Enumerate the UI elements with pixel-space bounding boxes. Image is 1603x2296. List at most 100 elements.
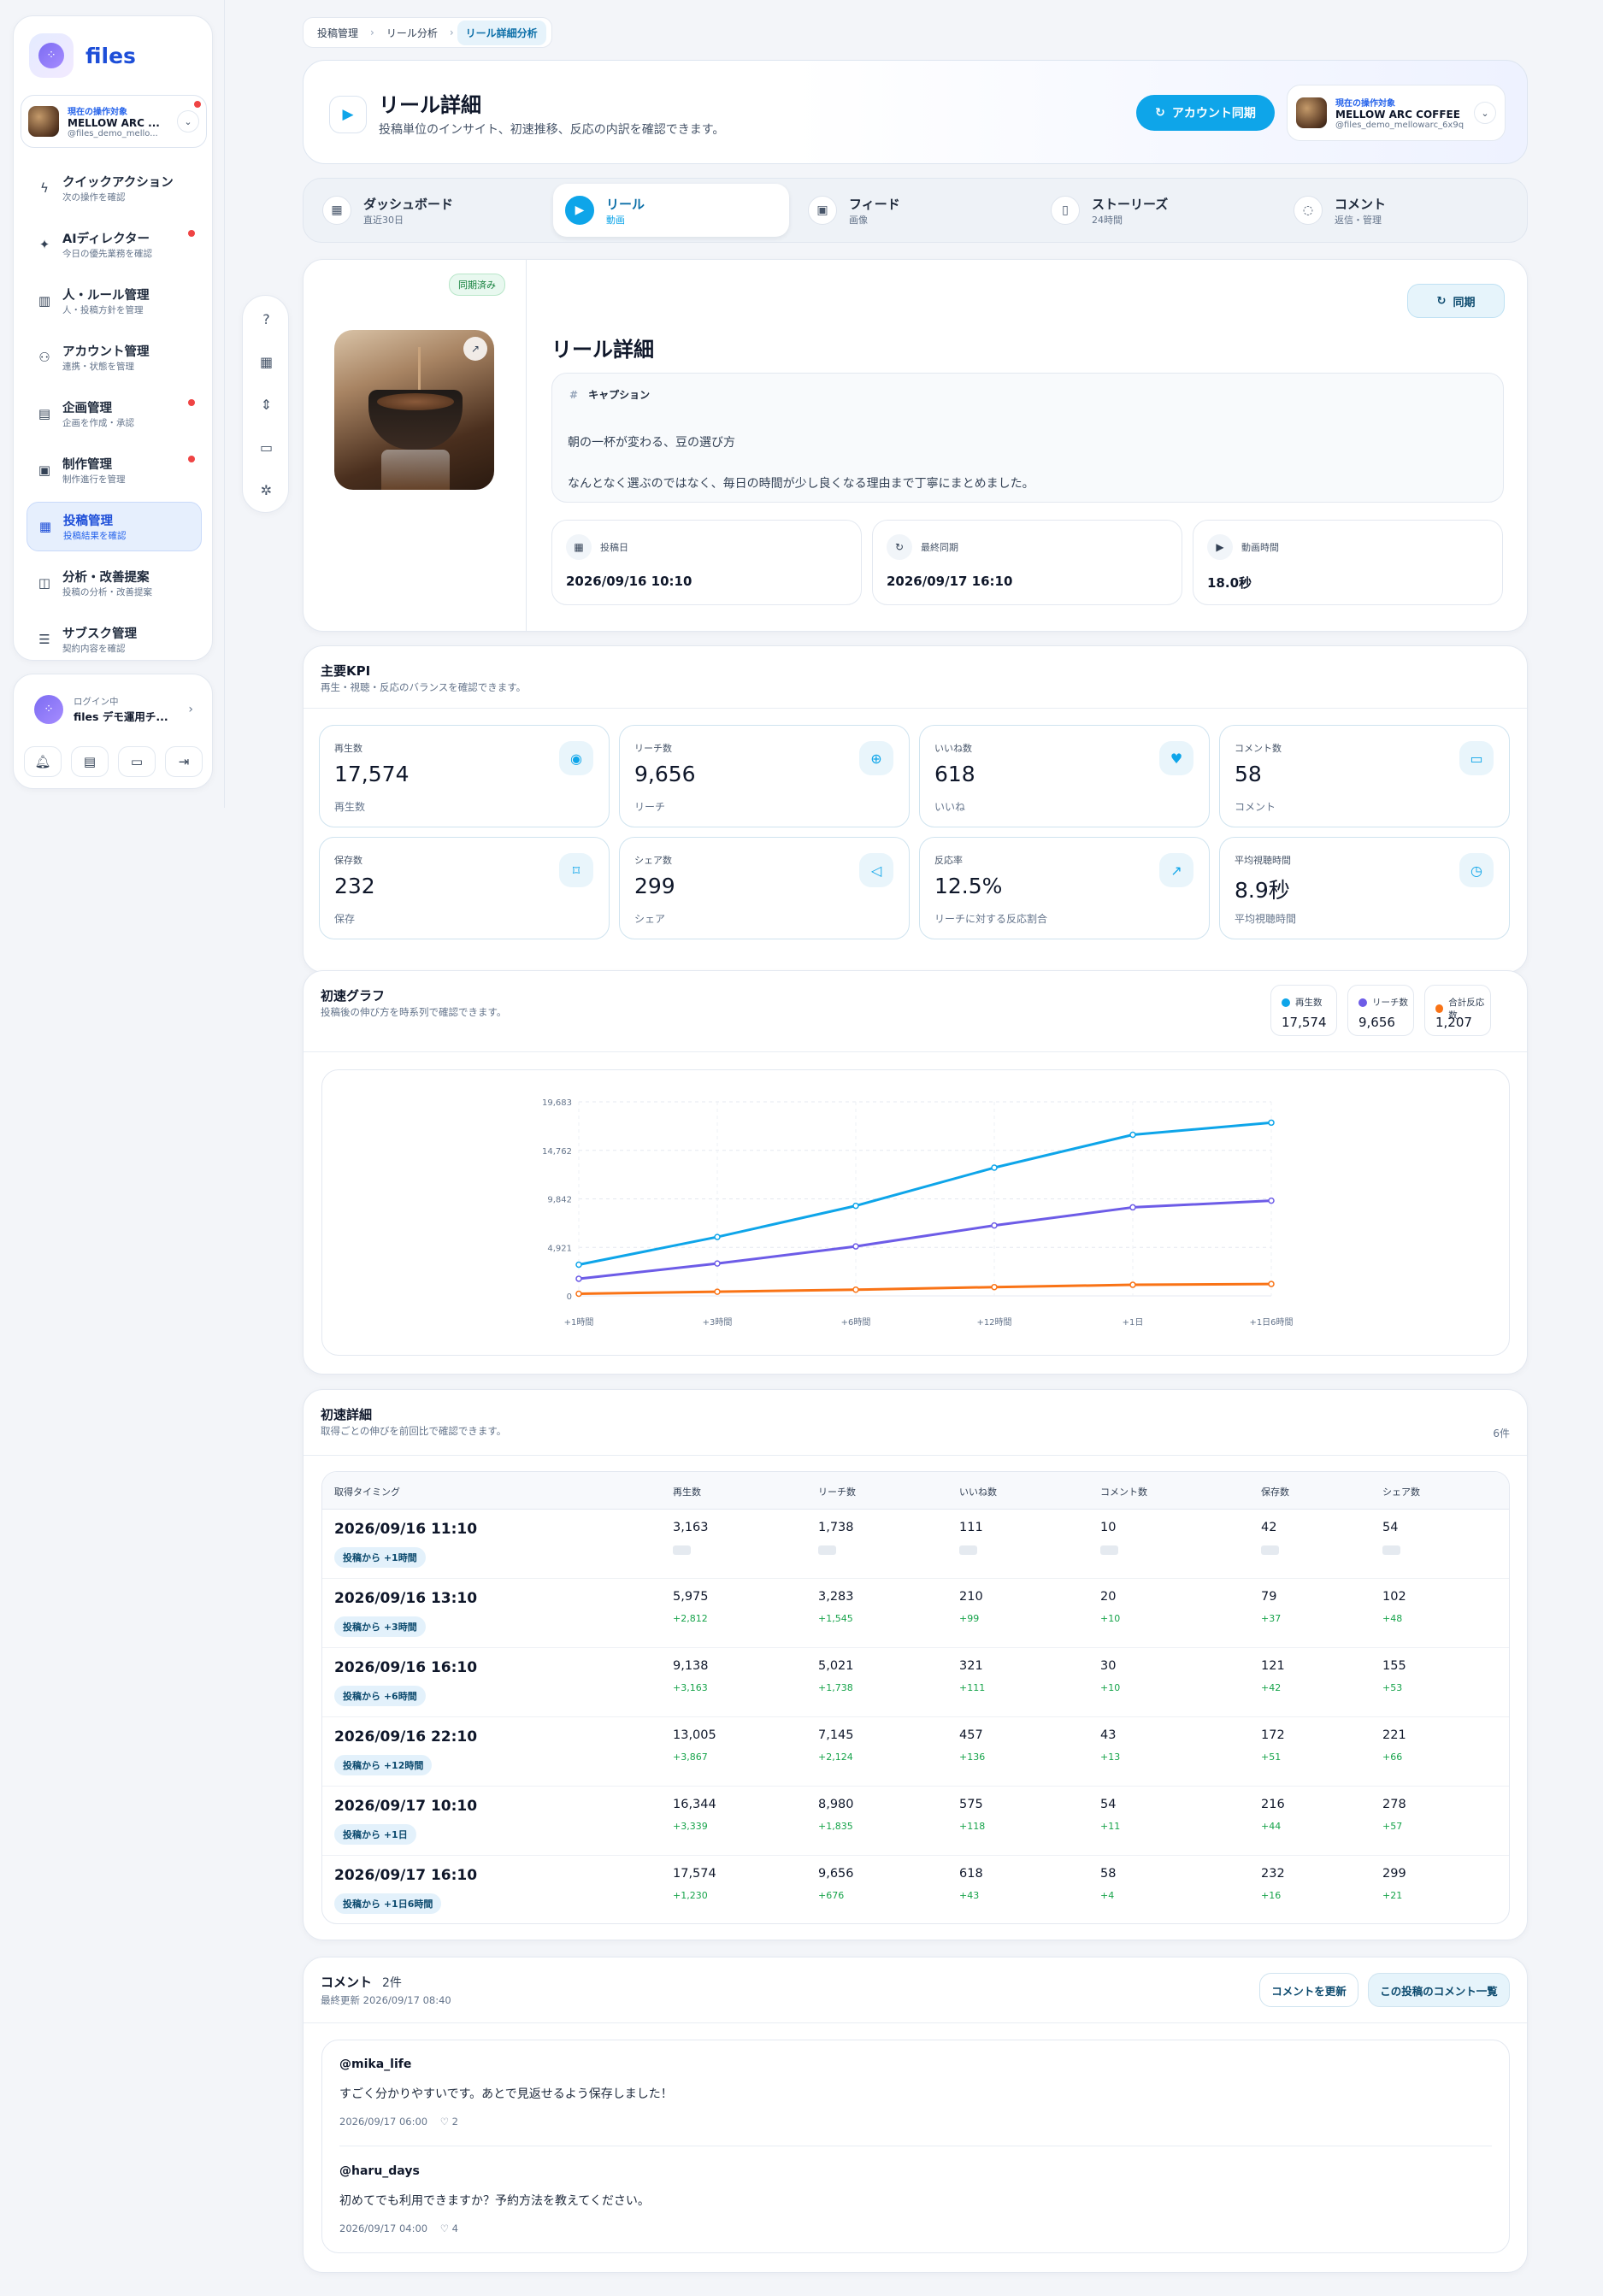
tab[interactable]: ◌ コメント 返信・管理: [1282, 184, 1518, 237]
sidebar-item-label: 制作管理: [62, 458, 112, 472]
comments-count: 2件: [382, 1976, 402, 1990]
column-header: 取得タイミング: [334, 1487, 400, 1498]
cell-value: 42: [1261, 1521, 1277, 1534]
column-header: いいね数: [959, 1487, 997, 1498]
tab[interactable]: ▦ ダッシュボード 直近30日: [310, 184, 546, 237]
sidebar-item[interactable]: ▥ 人・ルール管理 人・投稿方針を管理: [27, 276, 202, 326]
comment-list-button[interactable]: この投稿のコメント一覧: [1368, 1973, 1510, 2007]
external-link-icon[interactable]: ↗: [463, 337, 487, 361]
cell-delta: +51: [1261, 1751, 1282, 1763]
settings-icon[interactable]: ✲: [260, 482, 273, 498]
sidebar-item-sub: 投稿の分析・改善提案: [62, 587, 152, 598]
kpi-tile: いいね数 618 いいね ♥: [919, 725, 1210, 827]
data-point: [1129, 1204, 1136, 1211]
tab-label: フィード: [849, 196, 900, 212]
tab-sub: 画像: [849, 214, 868, 226]
refresh-icon: ↻: [1155, 106, 1165, 120]
sparkle-icon: ✦: [38, 237, 50, 252]
kpi-subtitle: 再生・視聴・反応のバランスを確認できます。: [321, 681, 527, 693]
legend-item: 合計反応数 1,207: [1424, 985, 1491, 1036]
cell-delta-placeholder: [1100, 1545, 1118, 1555]
data-point: [1268, 1280, 1275, 1287]
cell-value: 5,975: [673, 1590, 709, 1604]
row-date: 2026/09/16 11:10: [334, 1521, 478, 1538]
breadcrumb-item[interactable]: 投稿管理: [317, 26, 359, 39]
tab[interactable]: ▶ リール 動画: [553, 184, 789, 237]
sidebar-item[interactable]: ☰ サブスク管理 契約内容を確認: [27, 615, 202, 664]
bell-icon[interactable]: 🔔︎: [24, 746, 62, 777]
sidebar: ⁘ files 現在の操作対象 MELLOW ARC ... @files_de…: [13, 15, 213, 661]
refresh-comments-button[interactable]: コメントを更新: [1259, 1973, 1358, 2007]
kpi-value: 9,656: [634, 762, 696, 786]
cell-delta: +44: [1261, 1821, 1282, 1832]
tab-label: コメント: [1335, 196, 1387, 212]
sidebar-item[interactable]: ◫ 分析・改善提案 投稿の分析・改善提案: [27, 558, 202, 608]
column-header: リーチ数: [818, 1487, 856, 1498]
reel-thumbnail[interactable]: ↗: [334, 330, 494, 490]
chat-icon[interactable]: ▭: [118, 746, 156, 777]
y-tick-label: 4,921: [547, 1244, 572, 1253]
cell-delta: +3,867: [673, 1751, 708, 1763]
account-sync-label: アカウント同期: [1171, 107, 1256, 121]
row-date: 2026/09/17 16:10: [334, 1867, 478, 1884]
data-point: [991, 1222, 998, 1229]
kpi-label: コメント数: [1235, 743, 1282, 754]
y-tick-label: 9,842: [547, 1196, 572, 1205]
kpi-value: 232: [334, 874, 375, 898]
chevron-down-icon[interactable]: ⌄: [177, 110, 199, 132]
data-point: [852, 1202, 859, 1210]
sidebar-item[interactable]: ▤ 企画管理 企画を作成・承認: [27, 389, 202, 439]
caption-line: 朝の一杯が変わる、豆の選び方: [568, 436, 735, 450]
message-icon[interactable]: ▭: [259, 439, 274, 456]
account-label: 現在の操作対象: [1335, 99, 1395, 109]
logo-dots-icon: ⁘: [38, 43, 64, 68]
cell-value: 79: [1261, 1590, 1277, 1604]
data-point: [1129, 1281, 1136, 1288]
cell-value: 16,344: [673, 1798, 716, 1811]
data-point: [575, 1275, 582, 1282]
sidebar-item[interactable]: ✦ AIディレクター 今日の優先業務を確認: [27, 220, 202, 269]
tab[interactable]: ▣ フィード 画像: [796, 184, 1032, 237]
sidebar-item[interactable]: ▣ 制作管理 制作進行を管理: [27, 445, 202, 495]
cell-value: 43: [1100, 1728, 1117, 1742]
cell-value: 121: [1261, 1659, 1285, 1673]
kpi-sub: リーチに対する反応割合: [934, 913, 1048, 925]
account-sync-button[interactable]: ↻ アカウント同期: [1136, 95, 1275, 131]
notification-dot: [188, 399, 195, 406]
sidebar-item[interactable]: ▦ 投稿管理 投稿結果を確認: [27, 502, 202, 551]
cell-value: 8,980: [818, 1798, 854, 1811]
data-point: [1268, 1119, 1275, 1127]
users-icon: ⚇: [38, 350, 50, 365]
velocity-table: 取得タイミング 再生数 リーチ数 いいね数 コメント数 保存数 シェア数 2026/09/1…: [321, 1471, 1510, 1924]
tab[interactable]: ▯ ストーリーズ 24時間: [1039, 184, 1275, 237]
kpi-tile: リーチ数 9,656 リーチ ⊕: [619, 725, 910, 827]
help-icon[interactable]: ?: [262, 311, 270, 327]
chart-title: 初速グラフ: [321, 988, 386, 1004]
calendar-icon[interactable]: ▦: [259, 354, 274, 370]
chat-icon: ▭: [1459, 741, 1494, 775]
logo[interactable]: ⁘ files: [29, 33, 136, 78]
comment-user[interactable]: @mika_life: [339, 2058, 412, 2071]
sidebar-item-label: 企画管理: [62, 402, 112, 415]
document-icon[interactable]: ▤: [71, 746, 109, 777]
sidebar-item[interactable]: ⚇ アカウント管理 連携・状態を管理: [27, 333, 202, 382]
logout-icon[interactable]: ⇥: [165, 746, 203, 777]
account-avatar: [1296, 97, 1327, 128]
user-menu[interactable]: ⁘ ログイン中 files デモ運用チ... ›: [22, 685, 205, 734]
sidebar-item[interactable]: ϟ クイックアクション 次の操作を確認: [27, 163, 202, 213]
comment-likes: ♡ 4: [439, 2222, 459, 2234]
chevron-down-icon[interactable]: ⌄: [1474, 102, 1496, 124]
breadcrumb-item[interactable]: リール分析: [386, 26, 438, 39]
account-switcher[interactable]: 現在の操作対象 MELLOW ARC ... @files_demo_mello…: [21, 95, 207, 148]
collapse-icon[interactable]: ⇕: [260, 397, 273, 413]
eye-icon: ◉: [559, 741, 593, 775]
account-selector[interactable]: 現在の操作対象 MELLOW ARC COFFEE @files_demo_me…: [1287, 85, 1506, 141]
comment-user[interactable]: @haru_days: [339, 2164, 420, 2178]
story-icon: ▯: [1051, 196, 1080, 225]
cell-value: 278: [1382, 1798, 1406, 1811]
kpi-value: 12.5%: [934, 874, 1003, 898]
meta-last-sync: ↻ 最終同期 2026/09/17 16:10: [872, 520, 1182, 605]
cell-value: 210: [959, 1590, 983, 1604]
cell-value: 20: [1100, 1590, 1117, 1604]
sync-button[interactable]: ↻ 同期: [1407, 284, 1505, 318]
